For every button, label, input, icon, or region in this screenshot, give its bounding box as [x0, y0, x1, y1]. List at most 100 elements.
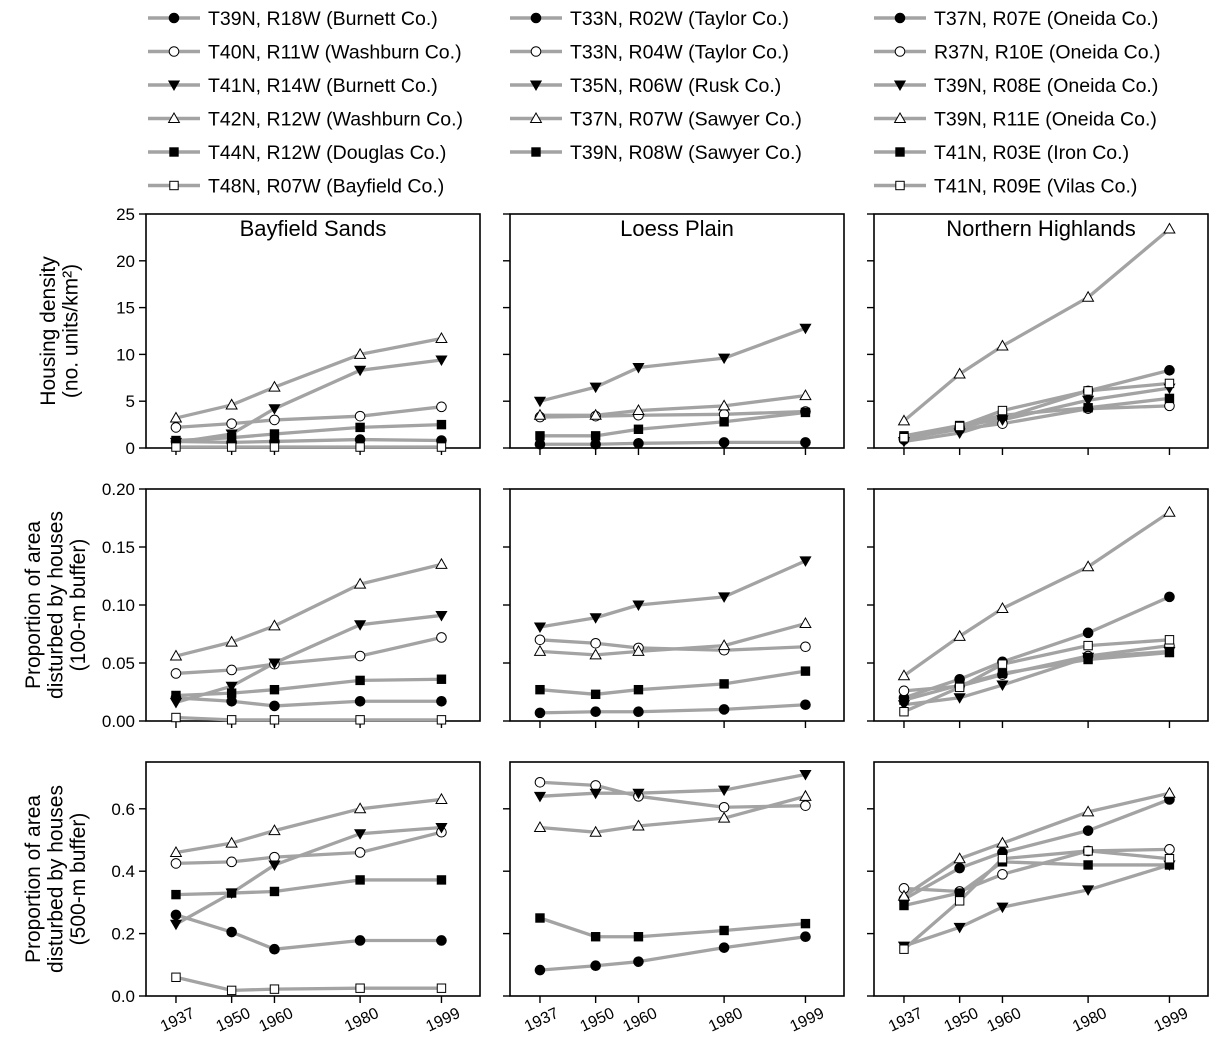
data-point: [632, 644, 645, 656]
data-point: [719, 417, 729, 427]
data-point: [633, 438, 644, 449]
data-point: [632, 600, 645, 611]
data-point: [1083, 654, 1093, 665]
data-point: [718, 704, 730, 715]
series-line: [175, 696, 442, 708]
data-point: [169, 919, 183, 931]
series-line: [175, 562, 442, 658]
series-line: [175, 830, 442, 866]
data-point: [719, 925, 729, 936]
data-point: [436, 935, 447, 946]
data-point: [1163, 786, 1176, 798]
data-point: [226, 695, 237, 707]
series-line: [175, 422, 442, 443]
data-point: [590, 637, 601, 649]
series-line: [539, 440, 806, 446]
y-tick-label: 0.15: [102, 538, 135, 557]
series-line: [903, 649, 1170, 707]
x-tick-label: 1999: [1151, 1005, 1191, 1035]
x-tick-label: 1999: [787, 1005, 827, 1035]
data-point: [633, 706, 644, 718]
legend-item: T37N, R07E (Oneida Co.): [874, 8, 1158, 30]
data-point: [533, 644, 547, 656]
data-point: [800, 699, 811, 711]
data-point: [171, 712, 181, 723]
x-tick-label: 1960: [984, 1005, 1024, 1035]
legend-item: T39N, R11E (Oneida Co.): [874, 109, 1157, 131]
data-point: [953, 693, 966, 704]
legend-label: T41N, R14W (Burnett Co.): [208, 75, 438, 97]
y-axis-label-line: (500-m buffer): [67, 813, 90, 946]
data-point: [897, 414, 911, 426]
legend-label: T37N, R07E (Oneida Co.): [934, 8, 1158, 30]
data-point: [898, 685, 910, 697]
data-point: [353, 347, 367, 359]
data-point: [269, 886, 280, 897]
y-tick-label: 15: [116, 299, 135, 318]
data-point: [899, 433, 909, 443]
data-point: [269, 715, 280, 725]
data-point: [436, 674, 447, 684]
legend-label: T39N, R08E (Oneida Co.): [934, 75, 1158, 97]
x-tick-label: 1960: [256, 1005, 296, 1035]
data-point: [533, 396, 547, 408]
y-axis-label-line: disturbed by houses: [45, 785, 68, 973]
data-point: [589, 788, 602, 800]
data-point: [435, 331, 448, 343]
data-point: [269, 442, 280, 452]
series-line: [175, 336, 442, 420]
data-point: [533, 821, 547, 833]
data-point: [1081, 805, 1095, 817]
series-line: [539, 326, 807, 403]
data-point: [534, 964, 546, 976]
data-point: [1082, 627, 1094, 639]
data-point: [1163, 222, 1176, 234]
data-point: [436, 401, 447, 413]
data-point: [169, 411, 183, 423]
data-point: [535, 431, 545, 441]
data-point: [717, 639, 731, 651]
data-point: [226, 926, 237, 938]
data-point: [355, 983, 365, 993]
legend: T39N, R18W (Burnett Co.) T40N, R11W (Wash…: [148, 8, 1161, 198]
data-point: [170, 422, 182, 433]
data-point: [225, 398, 238, 410]
data-point: [354, 620, 367, 631]
legend-item: T48N, R07W (Bayfield Co.): [148, 176, 444, 198]
y-tick-label: 25: [116, 205, 135, 224]
y-tick-label: 20: [116, 252, 135, 271]
data-point: [171, 690, 181, 701]
panel-frame: [145, 761, 481, 997]
x-tick-label: 1937: [522, 1005, 562, 1035]
y-tick-label: 0.20: [102, 480, 135, 499]
data-point: [354, 650, 366, 662]
data-point: [171, 972, 181, 982]
panel-title: Northern Highlands: [946, 216, 1136, 241]
data-point: [353, 577, 367, 589]
legend-item: T40N, R11W (Washburn Co.): [148, 42, 462, 64]
data-point: [799, 556, 812, 567]
panel-grid: Housing density(no. units/km²) 0 5 10 15 20 25…: [22, 205, 1209, 1035]
data-point: [170, 909, 182, 921]
panel-0-0: 0 5 10 15 20 25 Bayfield Sands: [116, 205, 481, 458]
data-point: [799, 389, 812, 401]
data-point: [436, 983, 447, 993]
data-point: [899, 707, 909, 717]
data-point: [954, 862, 965, 874]
data-point: [997, 668, 1008, 679]
x-tick-label: 1937: [886, 1005, 926, 1035]
data-point: [1081, 290, 1095, 302]
data-point: [800, 641, 811, 653]
data-point: [800, 407, 811, 418]
data-point: [953, 922, 966, 934]
panel-frame: [509, 213, 845, 449]
series-line: [539, 669, 806, 696]
series-line: [539, 703, 806, 715]
data-point: [1164, 393, 1175, 404]
series-line: [175, 715, 442, 722]
data-point: [354, 847, 366, 858]
data-point: [718, 592, 731, 603]
legend-label: T42N, R12W (Washburn Co.): [208, 109, 463, 131]
legend-item: T41N, R14W (Burnett Co.): [148, 75, 438, 97]
